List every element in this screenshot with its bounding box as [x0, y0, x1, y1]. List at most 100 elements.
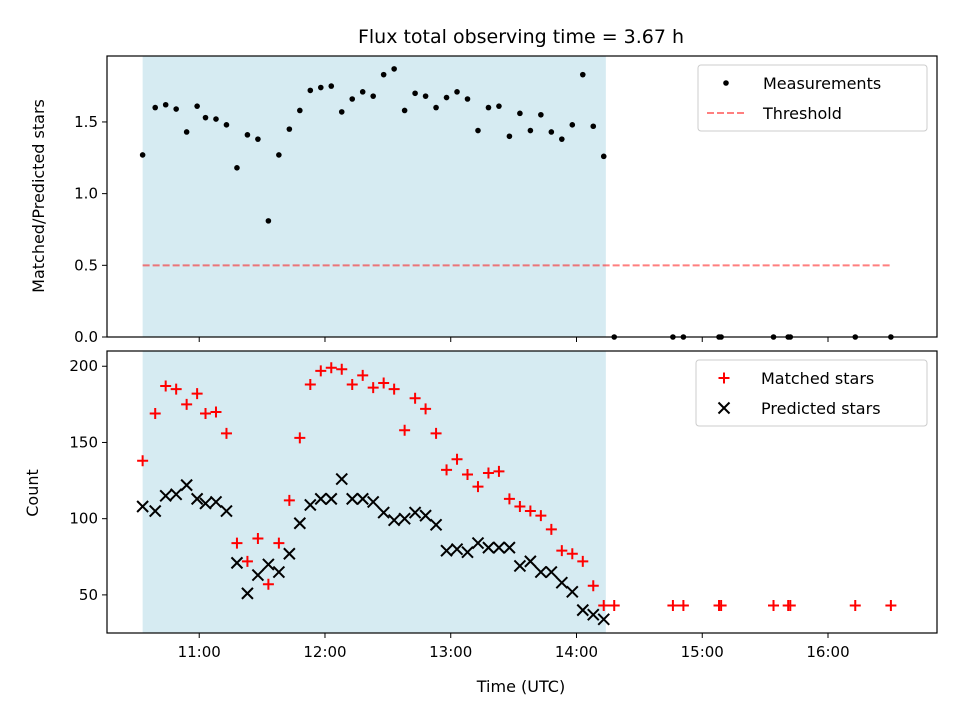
- predicted-point: [169, 488, 183, 501]
- predicted-point: [190, 492, 204, 506]
- measurement-point: [496, 103, 502, 109]
- predicted-point: [566, 585, 579, 599]
- measurement-point: [265, 218, 272, 224]
- predicted-point: [377, 506, 390, 519]
- legend: Matched stars Predicted stars: [695, 359, 928, 427]
- predicted-point: [524, 555, 537, 568]
- matched-point: [315, 365, 327, 377]
- predicted-point: [314, 492, 327, 506]
- measurement-point: [255, 136, 261, 142]
- legend-box: [697, 64, 928, 132]
- matched-point: [149, 407, 161, 419]
- matched-point: [885, 600, 897, 612]
- matched-point: [451, 453, 463, 465]
- measurement-point: [600, 153, 607, 160]
- y-tick-label: 0.5: [74, 256, 98, 274]
- predicted-point: [293, 517, 307, 530]
- matched-point: [462, 468, 474, 480]
- measurement-point: [213, 116, 219, 122]
- matched-point: [170, 383, 182, 395]
- matched-point: [441, 464, 453, 476]
- matched-point: [137, 455, 149, 467]
- matched-point: [336, 363, 348, 375]
- measurement-point: [359, 89, 366, 95]
- measurement-point: [464, 96, 471, 102]
- measurement-point: [380, 71, 387, 78]
- measurement-point: [223, 122, 230, 128]
- measurement-point: [559, 136, 565, 142]
- x-tick-label: 13:00: [429, 643, 472, 661]
- matched-point: [514, 500, 526, 512]
- matched-point: [667, 600, 679, 612]
- measurement-point: [454, 89, 460, 95]
- predicted-point: [398, 512, 411, 525]
- predicted-point: [366, 495, 380, 509]
- y-tick-label: 50: [79, 586, 98, 604]
- matched-point: [357, 369, 369, 381]
- predicted-point: [148, 504, 162, 518]
- data-layer: [139, 66, 894, 340]
- measurement-point: [183, 129, 190, 135]
- series-measurements: [139, 66, 894, 340]
- predicted-point: [461, 546, 474, 559]
- predicted-point: [136, 500, 149, 513]
- measurement-point: [433, 104, 439, 111]
- measurement-point: [527, 127, 534, 134]
- predicted-point: [335, 472, 348, 486]
- predicted-point: [180, 478, 193, 492]
- predicted-point: [251, 568, 265, 582]
- measurement-point: [391, 66, 397, 72]
- matched-point: [210, 406, 222, 418]
- top-ylabel: Matched/Predicted stars: [29, 99, 48, 293]
- legend-x-marker: [717, 401, 731, 415]
- measurement-point: [370, 93, 376, 99]
- predicted-point: [159, 489, 172, 503]
- legend-dot-marker: [723, 80, 729, 86]
- predicted-point: [482, 541, 495, 554]
- measurement-point: [412, 90, 418, 97]
- matched-point: [577, 555, 589, 567]
- predicted-point: [597, 613, 610, 626]
- predicted-point: [262, 558, 275, 571]
- x-tick-label: 15:00: [681, 643, 724, 661]
- measurement-point: [422, 93, 429, 99]
- series-matched-stars: [137, 362, 897, 612]
- y-tick-label: 100: [69, 510, 98, 528]
- measurement-point: [538, 111, 544, 118]
- predicted-point: [440, 544, 453, 557]
- matched-point: [545, 523, 557, 535]
- matched-point: [346, 379, 358, 391]
- matched-point: [252, 532, 264, 544]
- predicted-point: [272, 565, 286, 579]
- matched-point: [273, 537, 285, 549]
- measurement-point: [162, 101, 169, 108]
- x-tick-label: 11:00: [178, 643, 221, 661]
- predicted-point: [199, 497, 212, 510]
- legend-label: Measurements: [763, 74, 881, 93]
- measurement-point: [590, 123, 597, 130]
- predicted-point: [387, 513, 401, 527]
- predicted-point: [513, 559, 527, 573]
- bottom-ylabel: Count: [23, 469, 42, 517]
- predicted-point: [576, 603, 589, 617]
- legend: Measurements Threshold: [697, 64, 928, 132]
- measurement-point: [517, 110, 523, 117]
- predicted-point: [304, 498, 317, 512]
- chart-title: Flux total observing time = 3.67 h: [358, 26, 684, 48]
- measurement-point: [338, 109, 345, 115]
- matched-point: [181, 398, 193, 410]
- y-tick-label: 0.0: [74, 328, 98, 346]
- measurement-point: [194, 103, 200, 109]
- predicted-point: [220, 504, 233, 518]
- x-tick-label: 16:00: [806, 643, 849, 661]
- matched-point: [231, 537, 243, 549]
- legend-plus-marker: [718, 372, 730, 384]
- matched-point: [430, 427, 442, 439]
- predicted-point: [209, 495, 223, 509]
- predicted-point: [419, 509, 432, 522]
- matched-point: [220, 427, 232, 439]
- matched-point: [160, 380, 172, 392]
- legend-label: Predicted stars: [761, 399, 881, 418]
- predicted-point: [450, 542, 464, 556]
